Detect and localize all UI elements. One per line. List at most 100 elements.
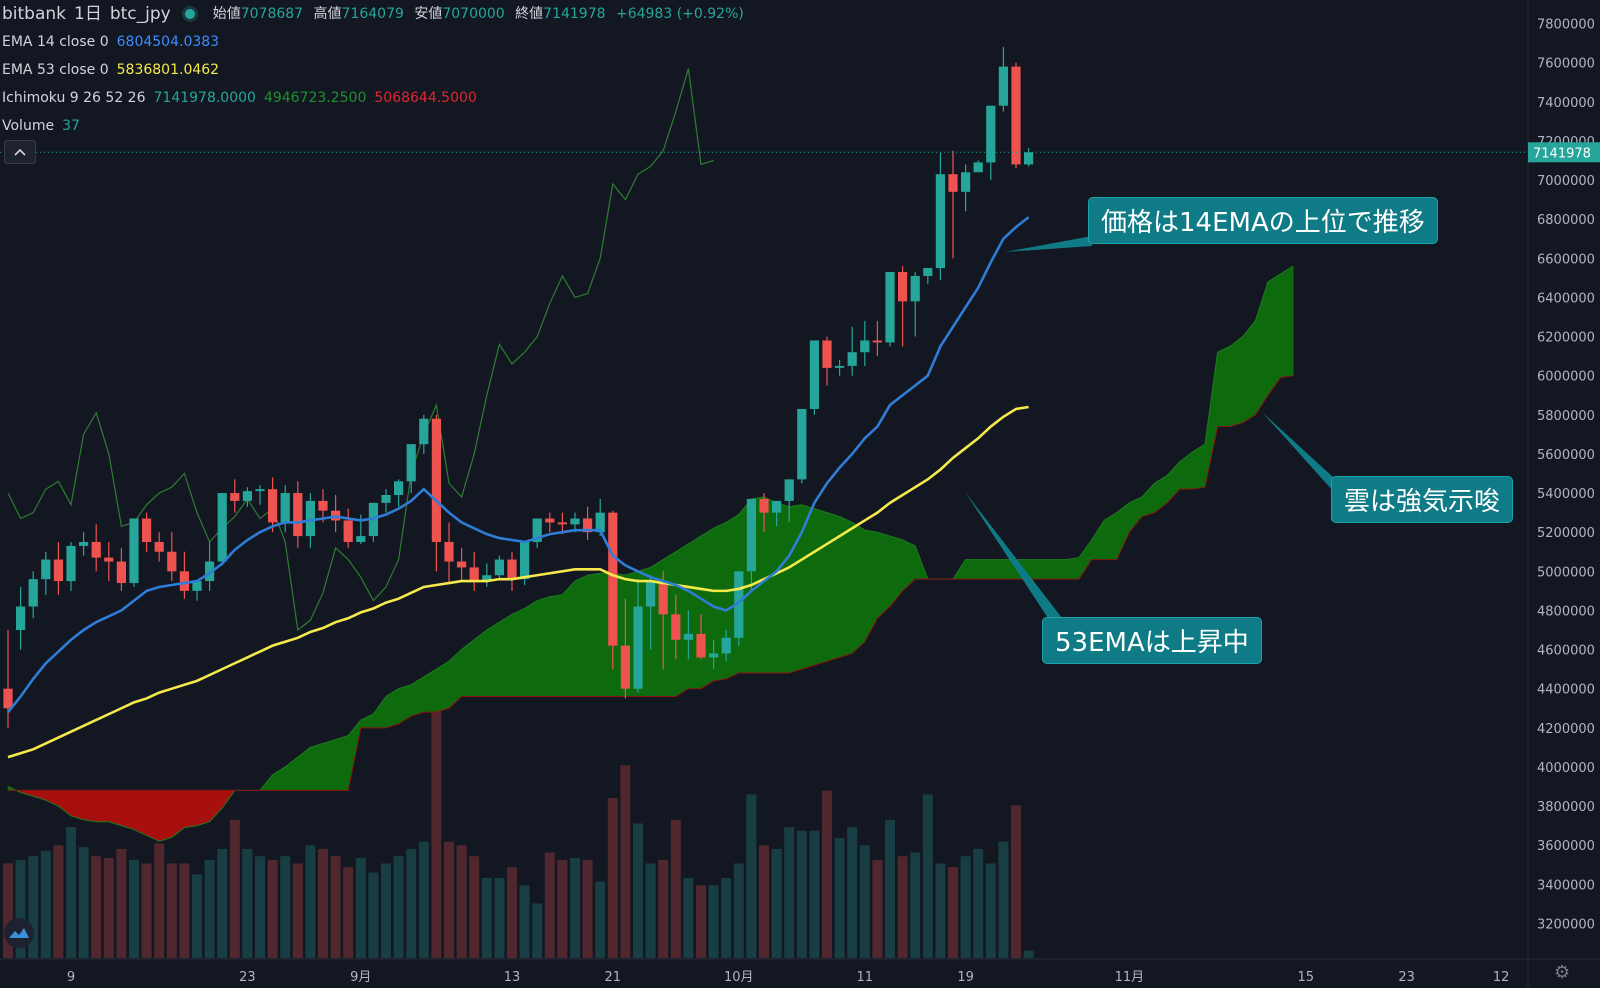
- volume-bar: [406, 848, 417, 958]
- candle: [784, 479, 794, 523]
- low-value: 7070000: [442, 6, 505, 22]
- candle-body: [129, 518, 139, 584]
- volume-bar: [418, 841, 429, 958]
- candle: [709, 639, 719, 670]
- candle-body: [860, 340, 870, 353]
- candle-body: [482, 575, 492, 582]
- candle: [318, 489, 328, 523]
- price-tick-label: 3200000: [1537, 917, 1595, 932]
- volume-bar: [53, 845, 64, 958]
- volume-bar: [620, 765, 631, 958]
- candle-body: [268, 489, 278, 523]
- candle-body: [557, 522, 567, 525]
- price-tick-label: 7800000: [1537, 18, 1595, 33]
- time-tick-label: 13: [504, 970, 521, 985]
- cloud-segment: [1028, 559, 1042, 580]
- symbol-name[interactable]: btc_jpy: [109, 4, 171, 24]
- callout-pointer-cloud: [1262, 412, 1334, 492]
- price-axis[interactable]: 7800000760000074000007200000700000068000…: [1537, 18, 1595, 933]
- indicator-label: Ichimoku 9 26 52 26: [2, 90, 146, 106]
- candle-body: [709, 653, 719, 658]
- volume-bar: [985, 863, 996, 958]
- volume-bar: [393, 856, 404, 958]
- volume-bar: [897, 856, 908, 958]
- candle-body: [53, 559, 63, 582]
- candle: [961, 164, 971, 212]
- cloud-segment: [977, 559, 992, 580]
- candle-body: [91, 541, 101, 558]
- volume-bar: [3, 863, 13, 958]
- cloud-segment: [486, 621, 500, 697]
- time-axis[interactable]: 9 23 9月 13 21 10月 11 19 11月 15 23 12: [67, 970, 1510, 985]
- cloud-segment: [700, 527, 714, 690]
- callout-ema53[interactable]: 53EMAは上昇中: [1042, 617, 1262, 664]
- candle: [343, 508, 353, 548]
- candle: [242, 487, 252, 507]
- cloud-segment: [121, 790, 135, 830]
- indicator-value: 37: [62, 118, 80, 134]
- candle-body: [16, 606, 26, 630]
- candle-body: [973, 162, 983, 173]
- cloud-segment: [1242, 320, 1256, 424]
- price-tick-label: 6200000: [1537, 331, 1595, 346]
- price-tick-label: 4600000: [1537, 644, 1595, 659]
- candle-body: [469, 567, 479, 582]
- candlesticks[interactable]: [3, 47, 1034, 728]
- volume-bar: [645, 863, 656, 958]
- volume-bar: [595, 881, 606, 958]
- candle: [620, 598, 630, 699]
- time-tick-label: 9月: [350, 970, 371, 985]
- change-value: +64983 (+0.92%): [615, 6, 744, 22]
- volume-bar: [255, 856, 265, 958]
- indicator-ema53[interactable]: EMA 53 close 0 5836801.0462: [2, 56, 750, 84]
- interval-label[interactable]: 1日: [74, 4, 102, 24]
- volume-bar: [935, 863, 946, 958]
- candle-body: [431, 418, 441, 542]
- candle-body: [935, 174, 945, 269]
- indicator-label: Volume: [2, 118, 55, 134]
- legend-collapse-button[interactable]: [4, 140, 36, 164]
- cloud-segment: [1229, 335, 1244, 427]
- candle: [847, 326, 857, 376]
- price-tick-label: 3800000: [1537, 800, 1595, 815]
- candle-body: [381, 495, 391, 503]
- candle: [381, 489, 391, 513]
- cloud-segment: [851, 521, 866, 655]
- candle: [154, 532, 164, 562]
- callout-ema14[interactable]: 価格は14EMAの上位で推移: [1088, 197, 1438, 244]
- volume-bar: [431, 703, 442, 958]
- indicator-ichimoku[interactable]: Ichimoku 9 26 52 26 7141978.0000 4946723…: [2, 84, 750, 112]
- exchange-name[interactable]: bitbank: [2, 4, 67, 24]
- callout-cloud[interactable]: 雲は強気示唆: [1331, 476, 1514, 523]
- price-tick-label: 5600000: [1537, 448, 1595, 463]
- tradingview-logo-icon[interactable]: [4, 918, 34, 948]
- cloud-segment: [511, 608, 525, 697]
- candle-body: [192, 581, 202, 591]
- price-tick-label: 7600000: [1537, 57, 1595, 72]
- volume-bar: [607, 798, 618, 958]
- candle: [293, 481, 303, 548]
- indicator-ema14[interactable]: EMA 14 close 0 6804504.0383: [2, 28, 750, 56]
- volume-bar: [570, 858, 580, 958]
- volume-bar: [28, 856, 39, 958]
- indicator-value: 7141978.0000: [153, 90, 256, 106]
- candle: [1024, 147, 1034, 167]
- volume-bar: [103, 858, 114, 958]
- candle: [759, 493, 769, 533]
- candle-body: [961, 172, 971, 192]
- volume-bar: [305, 845, 316, 958]
- price-tick-label: 4800000: [1537, 604, 1595, 619]
- volume-bar: [960, 856, 971, 958]
- indicator-volume[interactable]: Volume 37: [2, 112, 750, 140]
- last-price-tag: [1528, 142, 1600, 163]
- price-tick-label: 3600000: [1537, 839, 1595, 854]
- volume-bar: [847, 827, 858, 958]
- candle-body: [179, 571, 189, 591]
- volume-bar: [494, 878, 505, 958]
- volume-bar: [759, 845, 769, 958]
- volume-bar: [859, 845, 870, 958]
- price-tick-label: 4400000: [1537, 683, 1595, 698]
- gear-icon[interactable]: ⚙: [1554, 962, 1571, 983]
- volume-bar: [721, 878, 732, 958]
- volume-bar: [796, 830, 807, 958]
